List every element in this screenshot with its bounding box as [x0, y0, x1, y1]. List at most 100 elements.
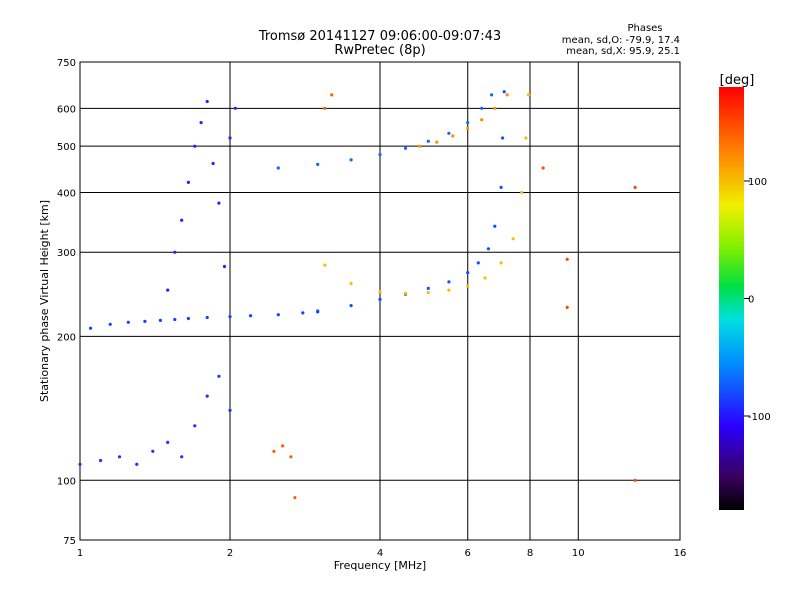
- data-point: [135, 462, 139, 466]
- y-tick-label: 600: [57, 104, 76, 115]
- data-point: [486, 247, 490, 251]
- x-tick-label: 10: [572, 548, 585, 559]
- data-point: [99, 458, 103, 463]
- data-point: [281, 444, 285, 448]
- data-point: [276, 166, 280, 170]
- stats-line-o: mean, sd,O: -79.9, 17.4: [562, 35, 680, 46]
- data-point: [447, 288, 451, 292]
- data-point: [447, 131, 451, 135]
- series-low-echo-cluster: [78, 374, 232, 466]
- data-point: [158, 318, 162, 322]
- chart-title-line-2: RwPretec (8p): [334, 43, 425, 58]
- series-x-mode-F-upper: [417, 93, 509, 148]
- data-point: [78, 462, 82, 466]
- data-point: [205, 394, 209, 398]
- colorbar-label: [deg]: [720, 73, 755, 88]
- y-tick-label: 300: [57, 248, 76, 259]
- data-point: [211, 161, 215, 166]
- data-point: [349, 304, 353, 308]
- series-o-mode-E-region: [89, 310, 320, 330]
- colorbar: [719, 87, 744, 510]
- data-point: [301, 311, 305, 315]
- series-x-mode-F-region: [323, 93, 531, 295]
- data-point: [323, 263, 327, 267]
- series-far-points: [541, 166, 637, 482]
- data-point: [480, 118, 484, 122]
- data-point: [151, 449, 155, 453]
- data-point: [527, 93, 531, 97]
- data-point: [166, 440, 170, 444]
- data-point: [490, 93, 494, 97]
- y-tick-label: 200: [57, 332, 76, 343]
- data-point: [378, 290, 382, 294]
- data-point: [493, 106, 497, 110]
- data-point: [193, 144, 197, 148]
- y-axis-label: Stationary phase Virtual Height [km]: [38, 200, 51, 402]
- data-point: [186, 316, 190, 321]
- data-point: [435, 140, 439, 144]
- data-point: [499, 185, 503, 189]
- series-o-mode-F-region: [316, 90, 506, 313]
- data-point: [565, 305, 569, 309]
- y-tick-label: 400: [57, 188, 76, 199]
- data-point: [499, 261, 503, 265]
- data-point: [349, 281, 353, 286]
- data-point: [205, 315, 209, 320]
- data-point: [330, 93, 334, 97]
- data-point: [502, 90, 506, 94]
- data-point: [228, 408, 232, 412]
- x-tick-label: 8: [527, 548, 533, 559]
- data-point: [180, 218, 184, 222]
- data-point: [480, 106, 484, 110]
- colorbar-tick-label: 100: [748, 177, 767, 188]
- data-point: [289, 455, 293, 459]
- data-point: [447, 280, 451, 284]
- data-point: [426, 291, 430, 295]
- data-point: [466, 126, 470, 130]
- data-point: [403, 146, 408, 150]
- data-point: [426, 139, 430, 143]
- data-point: [541, 166, 545, 170]
- data-point: [293, 496, 297, 500]
- data-point: [173, 317, 177, 322]
- data-point: [417, 144, 422, 148]
- x-axis-ticks: 1 2 4 6 8 10 16: [77, 548, 687, 559]
- x-axis-label: Frequency [MHz]: [334, 559, 426, 572]
- data-point: [126, 320, 130, 324]
- data-points: [78, 90, 637, 500]
- data-point: [565, 257, 569, 261]
- series-o-mode-F-upper: [276, 93, 494, 170]
- y-tick-label: 100: [57, 476, 76, 487]
- y-axis-ticks: 75 100 200 300 400 500 600 750: [57, 58, 76, 547]
- x-tick-label: 1: [77, 548, 83, 559]
- data-point: [108, 322, 112, 326]
- data-point: [426, 286, 430, 290]
- data-point: [173, 250, 177, 254]
- series-x-echo-clusters: [272, 93, 334, 500]
- data-point: [633, 185, 637, 189]
- data-point: [403, 291, 408, 295]
- colorbar-tick-label: -100: [748, 412, 771, 423]
- x-tick-label: 6: [465, 548, 471, 559]
- x-tick-label: 16: [674, 548, 687, 559]
- data-point: [228, 136, 232, 140]
- y-tick-label: 500: [57, 142, 76, 153]
- data-point: [316, 162, 320, 166]
- data-point: [476, 261, 480, 265]
- data-point: [228, 315, 232, 319]
- colorbar-tick-label: 0: [748, 295, 754, 306]
- data-point: [520, 190, 524, 195]
- data-point: [323, 106, 327, 110]
- data-point: [89, 326, 93, 330]
- y-tick-label: 750: [57, 58, 76, 69]
- data-point: [222, 264, 227, 269]
- stats-title: Phases: [627, 23, 662, 34]
- data-point: [466, 284, 470, 288]
- data-point: [233, 106, 237, 110]
- data-point: [199, 121, 203, 125]
- series-spread-F-cluster: [166, 99, 237, 292]
- x-tick-label: 2: [227, 548, 233, 559]
- chart-title-line-1: Tromsø 20141127 09:06:00-09:07:43: [258, 29, 501, 44]
- x-tick-label: 4: [377, 548, 383, 559]
